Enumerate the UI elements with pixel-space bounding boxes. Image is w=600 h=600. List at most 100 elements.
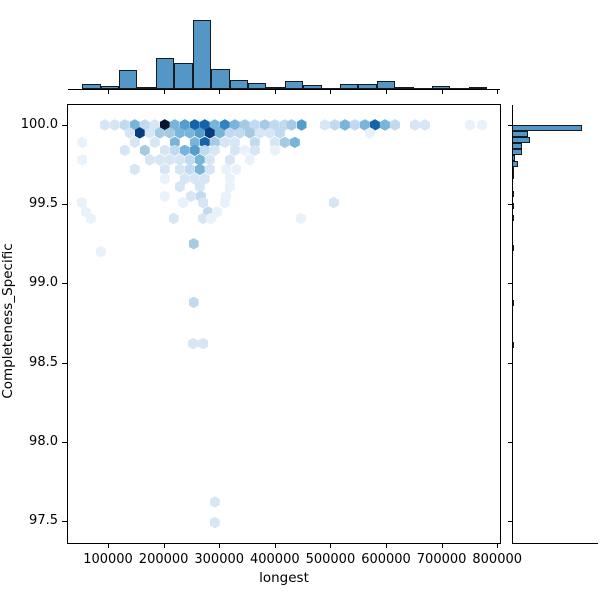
y-tick-mark: [62, 362, 67, 364]
hex-cell: [269, 144, 280, 157]
hex-cell: [194, 180, 205, 193]
hex-cell: [179, 173, 190, 185]
hex-cell: [389, 119, 400, 131]
hex-cell: [159, 163, 170, 176]
hex-cell: [189, 173, 200, 185]
x-tick-label: 700000: [416, 552, 467, 567]
hex-cell: [154, 127, 165, 139]
marg-x-tick-mark: [219, 90, 221, 94]
hex-cell: [359, 119, 370, 131]
hex-cell: [212, 206, 222, 218]
y-tick-label: 99.5: [29, 196, 58, 212]
main-axes-frame: [67, 104, 501, 544]
hex-cell: [149, 136, 160, 149]
hex-cell: [224, 127, 235, 139]
marg-x-tick-mark: [386, 90, 388, 94]
hex-cell: [154, 154, 165, 166]
hex-cell: [319, 119, 330, 131]
hex-cell: [269, 136, 280, 149]
marg-x-bar: [303, 85, 322, 89]
hex-cell: [119, 144, 130, 157]
hex-cell: [76, 196, 87, 209]
hex-cell: [204, 154, 215, 166]
marginal-x-bottom-spine: [68, 89, 500, 90]
hex-cell: [274, 127, 285, 139]
hex-cell: [239, 119, 250, 131]
marg-x-tick-mark: [163, 90, 165, 94]
marg-x-tick-mark: [441, 90, 443, 94]
hex-cell: [209, 119, 220, 131]
marg-x-bar: [266, 87, 285, 89]
marg-y-tick-mark: [508, 124, 512, 126]
hex-cell: [178, 196, 189, 209]
marg-y-tick-mark: [508, 441, 512, 443]
hex-cell: [279, 136, 290, 149]
y-tick-mark: [62, 520, 67, 522]
hex-cell: [209, 496, 220, 508]
marg-x-bar: [82, 84, 101, 89]
hex-cell: [364, 127, 375, 139]
hex-cell: [174, 163, 185, 176]
y-tick-label: 100.0: [20, 116, 58, 132]
hex-cell: [328, 196, 339, 209]
hex-cell: [77, 136, 88, 149]
x-tick-label: 800000: [472, 552, 523, 567]
hex-cell: [179, 144, 190, 157]
marg-x-bar: [211, 69, 230, 89]
marg-x-bar: [247, 83, 267, 89]
y-tick-label: 97.5: [29, 512, 58, 528]
y-tick-mark: [62, 204, 67, 206]
hex-cell: [174, 180, 185, 193]
x-tick-mark: [163, 543, 165, 548]
marginal-y-left-spine: [512, 105, 513, 543]
hex-cell: [77, 154, 88, 166]
hex-cell: [194, 163, 205, 176]
hex-cell: [409, 119, 420, 131]
hex-cell: [220, 190, 231, 202]
marg-x-bar: [174, 63, 193, 89]
marg-y-tick-mark: [508, 283, 512, 285]
hex-cell: [205, 212, 216, 225]
hex-cell: [159, 144, 170, 157]
hex-cell: [224, 154, 235, 166]
hex-cell: [279, 119, 290, 131]
hex-cell: [219, 196, 230, 209]
marg-x-tick-mark: [274, 90, 276, 94]
x-tick-label: 200000: [138, 552, 189, 567]
x-tick-label: 300000: [194, 552, 245, 567]
hex-cell: [286, 119, 297, 131]
hex-cell: [134, 127, 145, 139]
hex-cell: [144, 154, 155, 166]
hex-cell: [219, 119, 230, 131]
hex-cell: [109, 119, 120, 131]
hex-cell: [188, 237, 199, 250]
hex-cell: [144, 127, 155, 139]
hex-cell: [129, 163, 140, 176]
hex-cell: [204, 127, 215, 139]
marg-x-bar: [431, 86, 451, 89]
hex-cell: [249, 119, 260, 131]
hex-cell: [264, 127, 275, 139]
hex-cell: [349, 119, 360, 131]
hex-cell: [149, 119, 160, 131]
hex-cell: [139, 144, 150, 157]
y-tick-mark: [62, 441, 67, 443]
hex-cell: [174, 127, 185, 139]
hex-cell: [95, 245, 106, 258]
hex-cell: [464, 119, 475, 131]
hex-cell: [188, 296, 199, 309]
hex-cell: [219, 136, 230, 149]
hex-cell: [269, 119, 280, 131]
hex-cell: [204, 163, 215, 176]
hex-cell: [189, 119, 200, 131]
hex-cell: [249, 136, 260, 149]
hex-cell: [179, 119, 190, 131]
hex-cell: [198, 212, 209, 225]
hex-cell: [244, 127, 255, 139]
hex-cell: [189, 144, 200, 157]
x-tick-label: 500000: [305, 552, 356, 567]
y-tick-label: 98.5: [29, 354, 58, 370]
marg-y-tick-mark: [508, 362, 512, 364]
hex-cell: [169, 144, 180, 157]
